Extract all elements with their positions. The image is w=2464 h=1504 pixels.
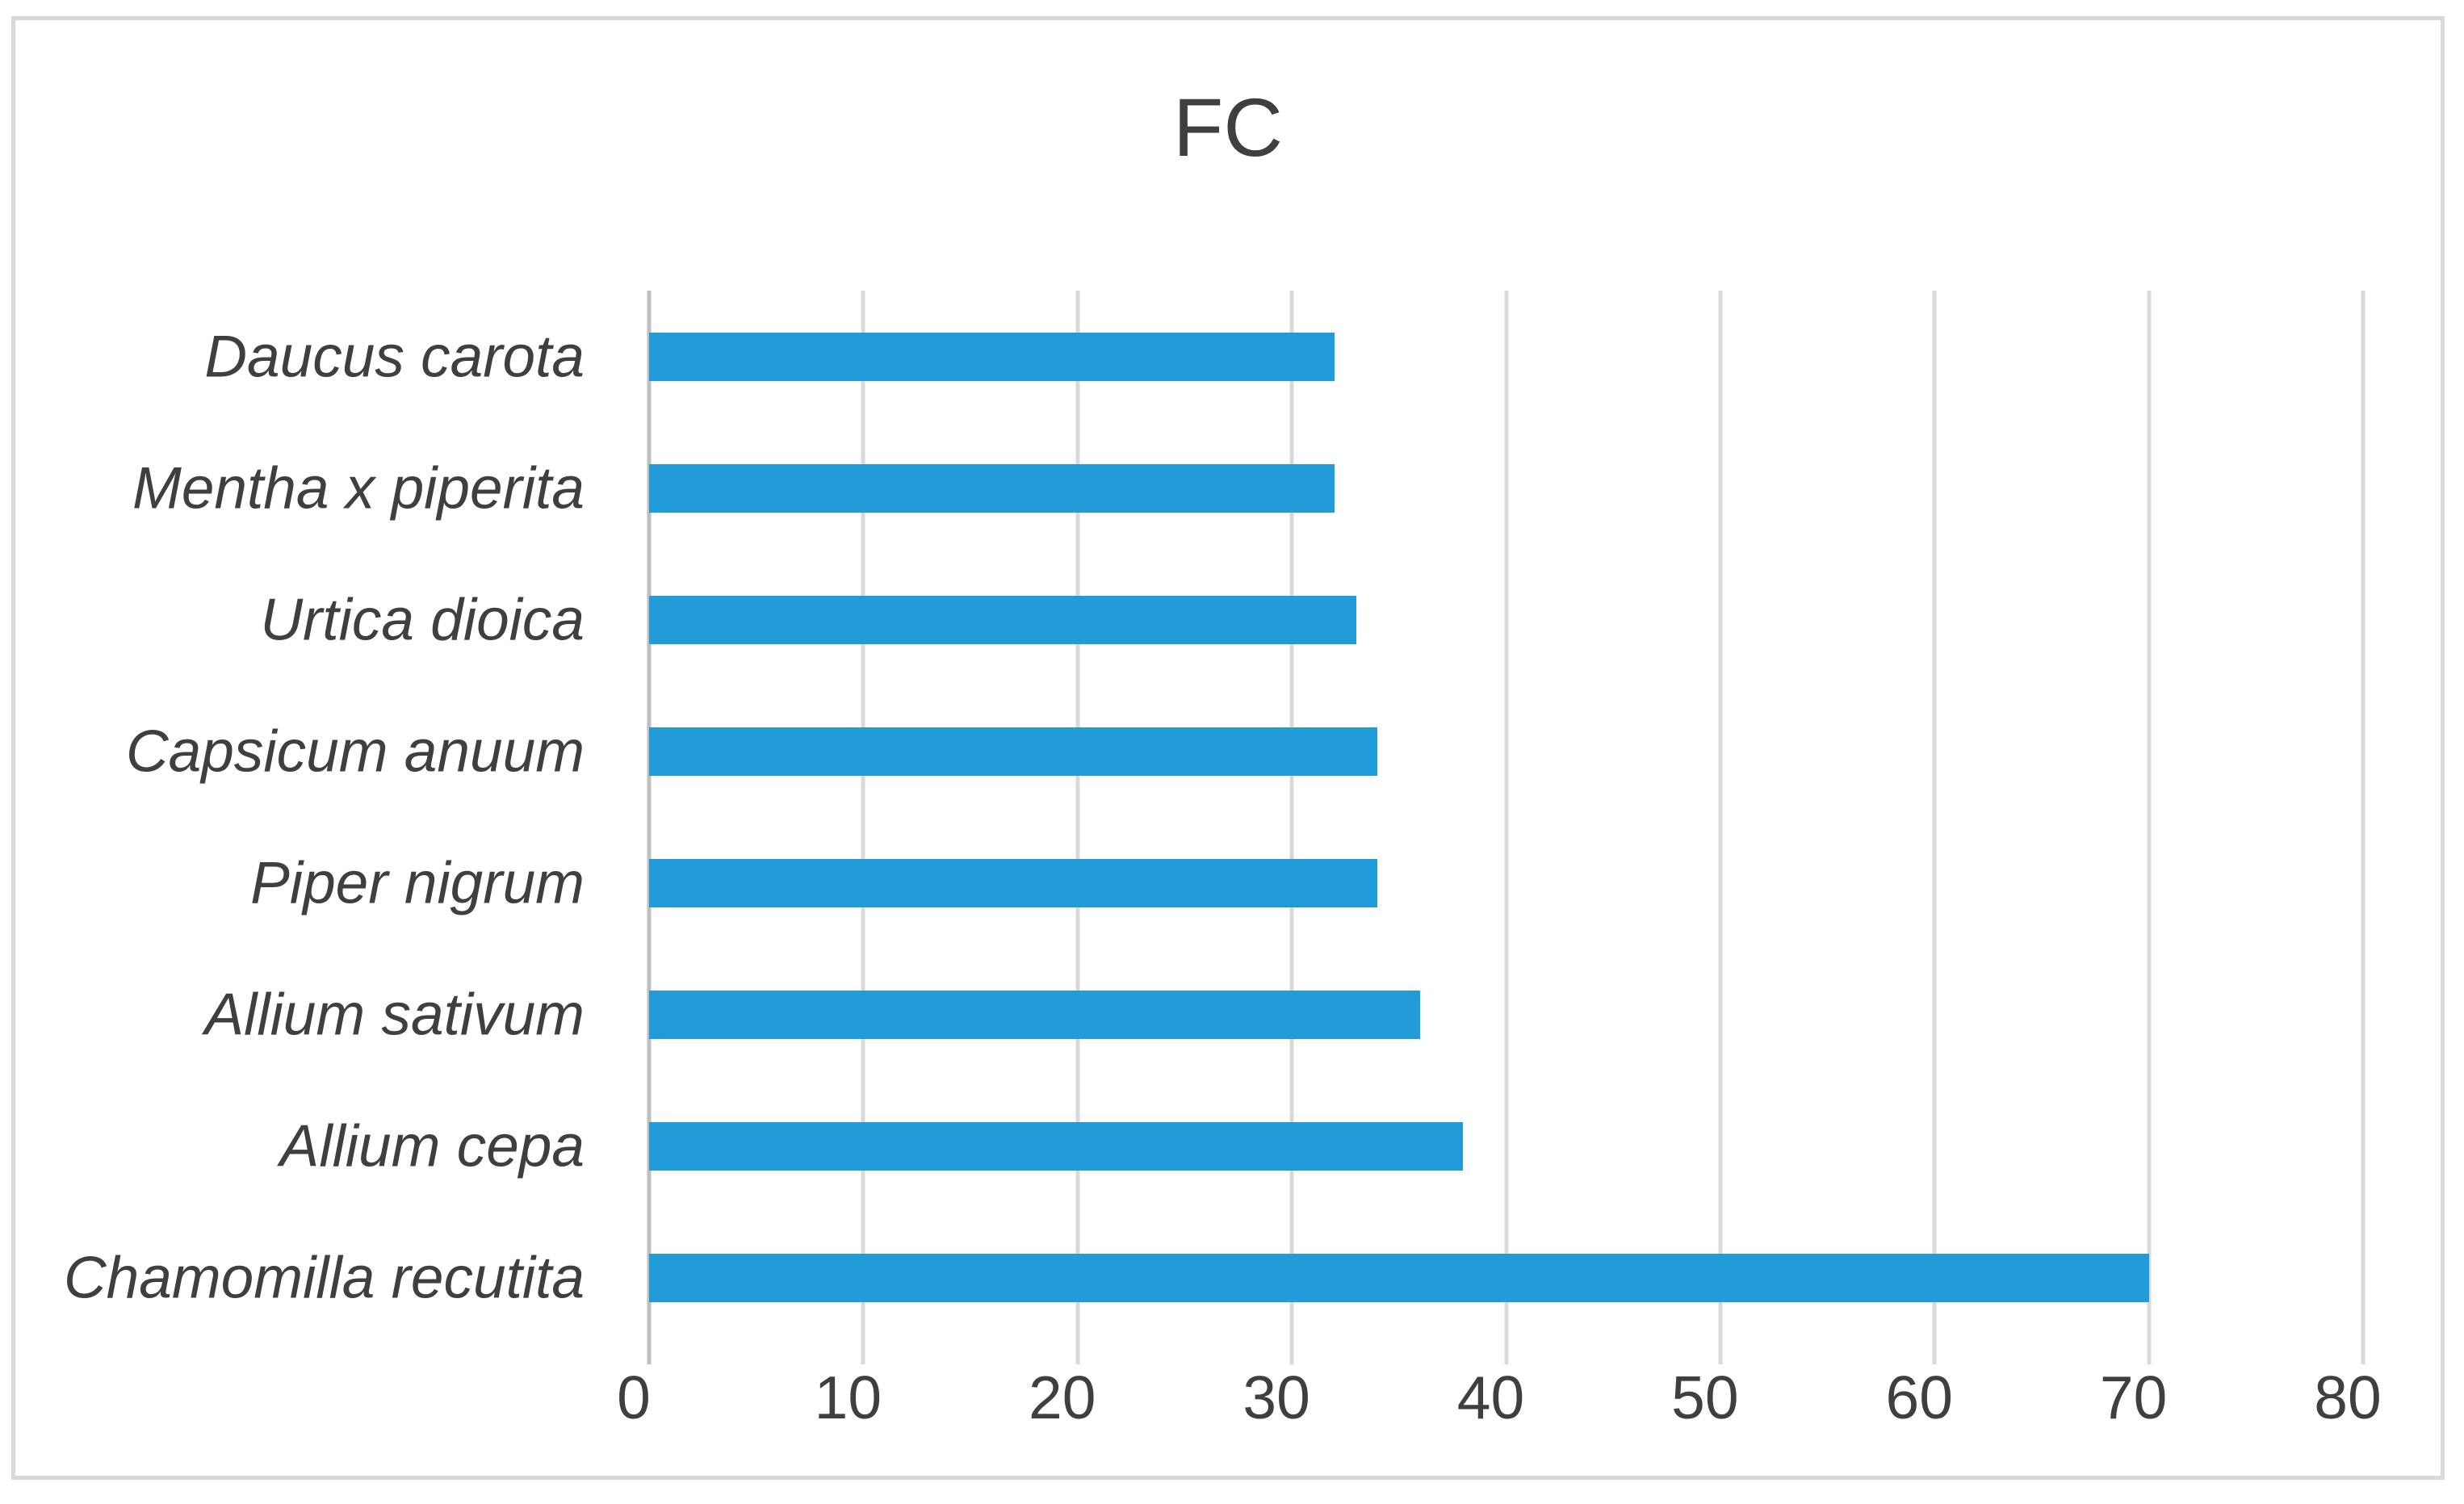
- gridline: [1718, 291, 1723, 1364]
- bar: [649, 1254, 2149, 1303]
- bar: [649, 332, 1335, 381]
- gridline: [1075, 291, 1080, 1364]
- bar: [649, 727, 1378, 776]
- x-tick-label: 40: [1456, 1364, 1525, 1431]
- bar: [649, 595, 1356, 644]
- chart-title: FC: [1173, 82, 1283, 174]
- x-tick-label: 60: [1885, 1364, 1953, 1431]
- bar: [649, 1122, 1464, 1171]
- x-tick-label: 0: [617, 1364, 651, 1431]
- x-tick-label: 10: [814, 1364, 882, 1431]
- category-label: Chamomilla recutita: [63, 1245, 585, 1311]
- plot-area: [647, 291, 2366, 1364]
- chart-frame: FC Daucus carota Mentha x piperita Urtica …: [11, 16, 2445, 1480]
- category-label: Capsicum anuum: [125, 718, 585, 785]
- bar: [649, 859, 1378, 908]
- category-label: Allium sativum: [204, 982, 585, 1048]
- x-tick-label: 20: [1029, 1364, 1096, 1431]
- gridline: [2147, 291, 2152, 1364]
- category-label: Piper nigrum: [250, 850, 585, 916]
- x-tick-label: 80: [2314, 1364, 2382, 1431]
- bar: [649, 991, 1421, 1040]
- category-label: Daucus carota: [204, 324, 585, 390]
- x-tick-label: 50: [1671, 1364, 1739, 1431]
- category-label: Allium cepa: [279, 1113, 585, 1179]
- gridline: [1932, 291, 1937, 1364]
- x-tick-label: 30: [1242, 1364, 1310, 1431]
- gridline: [1504, 291, 1508, 1364]
- category-label: Urtica dioica: [260, 587, 585, 653]
- category-label: Mentha x piperita: [132, 455, 585, 522]
- category-axis-line: [647, 291, 652, 1364]
- gridline: [861, 291, 865, 1364]
- bar: [649, 463, 1335, 513]
- x-tick-label: 70: [2099, 1364, 2168, 1431]
- category-axis-labels: Daucus carota Mentha x piperita Urtica dio…: [15, 291, 617, 1344]
- gridline: [2361, 291, 2366, 1364]
- gridline: [1289, 291, 1294, 1364]
